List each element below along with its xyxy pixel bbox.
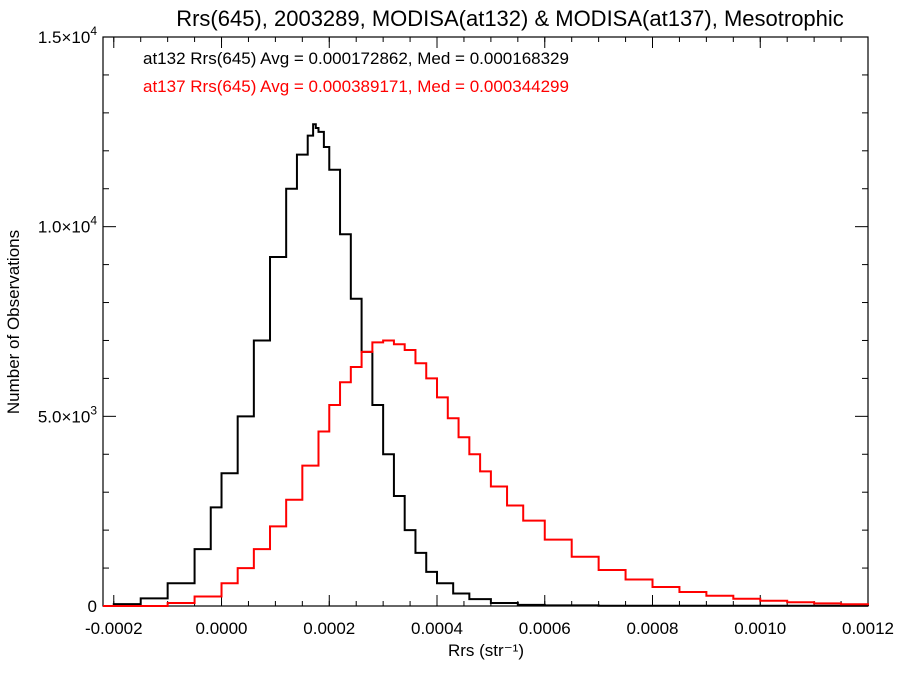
series-at137-line [103, 339, 869, 607]
x-tick-label: 0.0004 [411, 619, 463, 638]
series-layer [103, 123, 869, 607]
x-tick-label: 0.0012 [842, 619, 894, 638]
y-tick-label: 5.0×103 [38, 403, 97, 426]
x-axis-label: Rrs (str⁻¹) [448, 641, 524, 660]
chart-title: Rrs(645), 2003289, MODISA(at132) & MODIS… [176, 6, 844, 31]
x-tick-label: 0.0006 [519, 619, 571, 638]
plot-frame [102, 36, 869, 607]
x-tick-label: 0.0002 [303, 619, 355, 638]
x-axis-ticks: -0.0002 0.0000 0.0002 0.0004 0.0006 0.0008 0.0… [85, 37, 894, 638]
y-axis-label: Number of Observations [4, 230, 23, 414]
x-tick-label: 0.0008 [627, 619, 679, 638]
y-tick-label: 0 [88, 597, 97, 616]
series-at132-line [103, 123, 869, 607]
x-tick-label: 0.0000 [196, 619, 248, 638]
y-axis-ticks: 0 5.0×103 1.0×104 1.5×104 [38, 24, 868, 616]
annotation-at137: at137 Rrs(645) Avg = 0.000389171, Med = … [143, 77, 569, 96]
y-tick-label: 1.5×104 [38, 24, 97, 47]
y-tick-label: 1.0×104 [38, 214, 97, 237]
x-tick-label: 0.0010 [734, 619, 786, 638]
x-tick-label: -0.0002 [85, 619, 143, 638]
annotation-at132: at132 Rrs(645) Avg = 0.000172862, Med = … [143, 49, 569, 68]
